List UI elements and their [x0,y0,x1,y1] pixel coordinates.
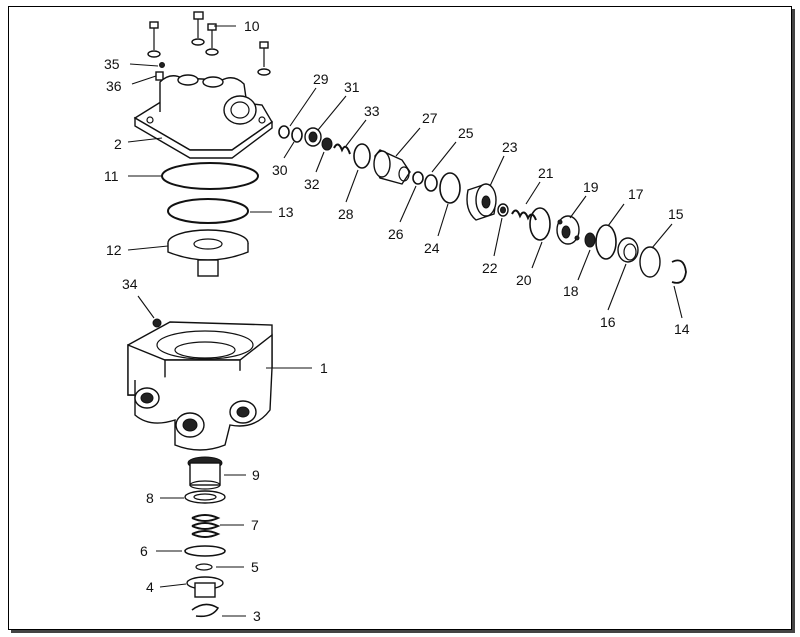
leader-35 [129,63,159,67]
callout-8: 8 [146,490,154,506]
leader-24 [437,203,449,237]
o-ring-13 [167,198,249,224]
cover [133,74,273,159]
callout-21: 21 [538,165,554,181]
lower-stack [184,456,226,618]
leader-33 [345,119,367,147]
callout-14: 14 [674,321,690,337]
callout-6: 6 [140,543,148,559]
callout-22: 22 [482,260,498,276]
callout-17: 17 [628,186,644,202]
callout-12: 12 [106,242,122,258]
leader-28 [345,169,359,203]
small-fitting [155,71,164,81]
leader-31 [317,95,347,131]
leader-20 [531,241,543,269]
leader-17 [607,203,625,227]
callout-labels: 1 2 3 4 5 6 7 8 9 10 11 12 13 14 15 16 1… [104,18,690,624]
o-ring-11 [161,162,259,190]
callout-2: 2 [114,136,122,152]
leader-22 [493,217,503,257]
callout-30: 30 [272,162,288,178]
plug-34 [152,318,162,328]
leader-21 [525,181,541,205]
leader-2 [127,137,163,143]
leader-15 [651,223,673,249]
callout-29: 29 [313,71,329,87]
callout-25: 25 [458,125,474,141]
callout-19: 19 [583,179,599,195]
body [127,318,273,451]
callout-5: 5 [251,559,259,575]
bolt-left [147,21,161,58]
leader-32 [315,151,325,173]
bolt-mid-2 [205,23,219,56]
callout-24: 24 [424,240,440,256]
leader-4 [159,583,187,588]
small-plug [159,62,165,68]
leader-23 [489,155,505,187]
leader-12 [127,245,169,251]
diagram-frame [8,6,792,630]
leader-lines [127,25,683,617]
callout-35: 35 [104,56,120,72]
callout-1: 1 [320,360,328,376]
callout-16: 16 [600,314,616,330]
callout-31: 31 [344,79,360,95]
leader-34 [137,295,155,319]
right-exploded-parts [278,125,687,284]
callout-11: 11 [104,168,119,184]
leader-27 [395,127,421,157]
callout-15: 15 [668,206,684,222]
callout-4: 4 [146,579,154,595]
leader-19 [569,195,587,219]
callout-20: 20 [516,272,532,288]
callout-34: 34 [122,276,138,292]
leader-14 [673,285,683,319]
callout-13: 13 [278,204,294,220]
callout-28: 28 [338,206,354,222]
leader-25 [431,141,457,173]
leader-18 [577,249,591,281]
leader-36 [131,75,157,85]
bolt-mid-1 [191,11,205,46]
callout-32: 32 [304,176,320,192]
piston-12 [167,229,249,277]
leader-29 [289,87,317,127]
callout-27: 27 [422,110,438,126]
callout-3: 3 [253,608,261,624]
callout-23: 23 [502,139,518,155]
leader-30 [283,141,295,159]
callout-36: 36 [106,78,122,94]
leader-16 [607,263,627,311]
callout-26: 26 [388,226,404,242]
bolts-group [147,11,271,81]
callout-10: 10 [244,18,260,34]
callout-9: 9 [252,467,260,483]
callout-33: 33 [364,103,380,119]
bolt-right [257,41,271,76]
leader-26 [399,185,417,223]
callout-7: 7 [251,517,259,533]
callout-18: 18 [563,283,579,299]
